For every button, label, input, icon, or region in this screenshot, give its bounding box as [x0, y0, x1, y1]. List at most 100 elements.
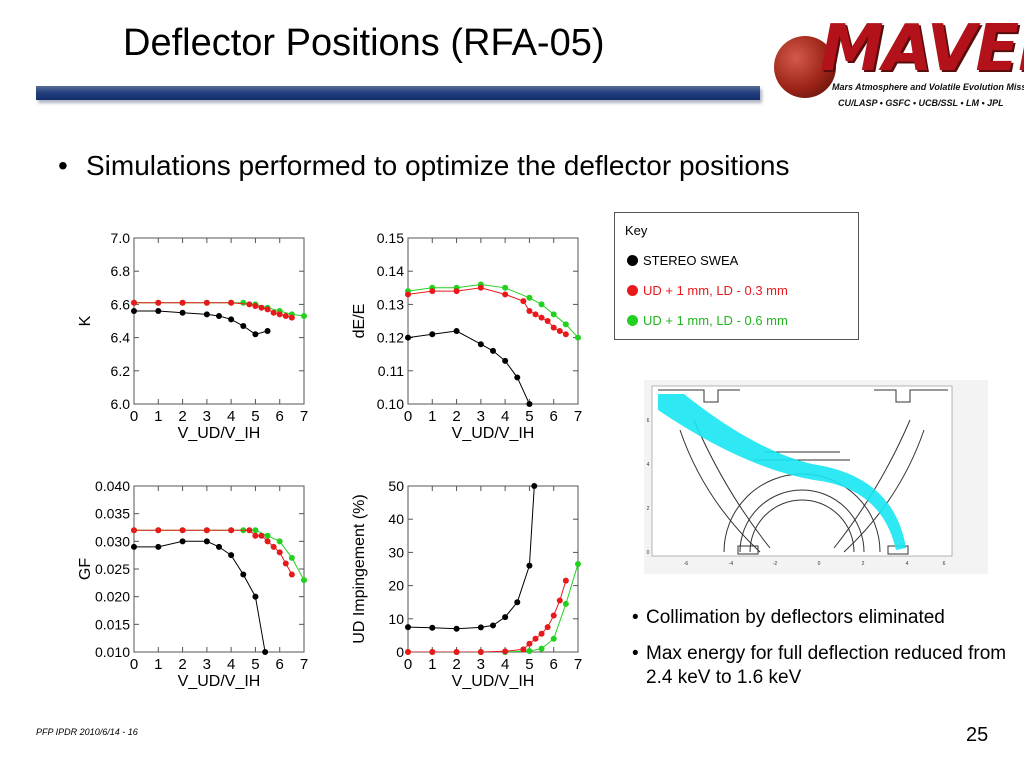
data-point: [532, 635, 539, 642]
data-point: [240, 299, 247, 306]
data-point: [131, 308, 137, 315]
data-point: [477, 341, 484, 348]
y-axis-label: UD Impingement (%): [351, 494, 368, 643]
data-point: [520, 646, 527, 653]
data-point: [203, 527, 210, 534]
data-point: [301, 313, 307, 320]
data-point: [490, 622, 496, 629]
footer-text: PFP IPDR 2010/6/14 - 16: [36, 727, 138, 737]
y-tick-label: 7.0: [111, 230, 131, 246]
x-tick-label: 0: [130, 408, 138, 425]
data-point: [550, 612, 557, 619]
data-point: [453, 649, 460, 655]
maven-logo: MAVEN Mars Atmosphere and Volatile Evolu…: [772, 12, 1024, 124]
data-point: [562, 577, 569, 584]
series-line: [408, 283, 578, 338]
main-bullet: • Simulations performed to optimize the d…: [58, 150, 789, 182]
data-point: [429, 649, 436, 655]
data-point: [562, 600, 569, 607]
logo-mission-text: Mars Atmosphere and Volatile Evolution M…: [832, 82, 1024, 92]
data-point: [544, 318, 551, 324]
data-point: [562, 321, 569, 328]
data-point: [556, 327, 563, 334]
x-tick-label: 7: [574, 408, 582, 425]
data-point: [514, 599, 521, 606]
data-point: [526, 648, 533, 655]
data-point: [252, 527, 259, 534]
y-tick-label: 0: [396, 644, 404, 660]
x-tick-label: 7: [300, 656, 308, 673]
data-point: [258, 304, 265, 311]
data-point: [502, 614, 509, 621]
data-point: [179, 309, 186, 316]
electron-beam-path: [658, 394, 906, 550]
x-tick-label: 0: [404, 408, 412, 425]
data-point: [228, 316, 235, 323]
data-point: [538, 301, 545, 308]
data-point: [575, 334, 581, 341]
y-tick-label: 6.0: [111, 396, 131, 412]
x-tick-label: 7: [300, 408, 308, 425]
data-point: [477, 284, 484, 291]
data-point: [264, 532, 271, 539]
data-point: [429, 331, 436, 338]
data-point: [270, 543, 277, 550]
slide-title: Deflector Positions (RFA-05): [123, 22, 605, 64]
data-point: [262, 649, 269, 655]
x-tick-label: 4: [501, 656, 509, 673]
data-point: [252, 331, 259, 338]
y-tick-label: 50: [388, 478, 404, 494]
logo-partners-text: CU/LASP • GSFC • UCB/SSL • LM • JPL: [838, 98, 1004, 108]
y-tick-label: 0.10: [377, 396, 404, 412]
y-tick-label: 0.11: [378, 363, 404, 379]
data-point: [252, 303, 259, 310]
legend-label: UD + 1 mm, LD - 0.6 mm: [643, 313, 788, 328]
data-point: [550, 324, 557, 331]
data-point: [429, 624, 436, 631]
data-point: [288, 554, 295, 561]
data-point: [276, 549, 283, 556]
chart-gf: 0 1 2 3 4 5 6 7 0.040 0.035 0.030 0.025 0.020 0.015 0.…: [76, 474, 316, 702]
data-point: [258, 532, 265, 539]
green-dot-icon: [627, 315, 638, 326]
data-point: [453, 625, 460, 632]
data-point: [282, 313, 289, 320]
y-tick-label: 0.030: [95, 533, 130, 549]
page-number: 25: [966, 724, 989, 746]
data-point: [216, 543, 222, 550]
data-point: [453, 327, 460, 334]
data-point: [240, 322, 247, 329]
data-point: [405, 291, 411, 298]
chart-ud-impingement: 0 1 2 3 4 5 6 7 50 40 30 20 10 0 V_UD/V_IH UD Impingeme…: [350, 474, 590, 702]
data-point: [203, 311, 210, 318]
x-tick-label: 3: [203, 408, 211, 425]
data-point: [550, 635, 557, 642]
legend-item-ld-03: UD + 1 mm, LD - 0.3 mm: [627, 283, 788, 298]
data-point: [228, 299, 235, 306]
data-point: [526, 308, 533, 315]
data-point: [502, 291, 509, 298]
plot-frame: [133, 485, 305, 653]
diagram-x-tick: 4: [906, 561, 909, 567]
x-tick-label: 4: [501, 408, 509, 425]
data-point: [532, 311, 539, 318]
x-tick-label: 4: [227, 408, 235, 425]
y-tick-label: 20: [388, 578, 404, 594]
data-point: [538, 630, 545, 637]
data-point: [228, 527, 235, 534]
data-point: [131, 527, 137, 534]
diagram-x-tick: -2: [773, 561, 778, 567]
x-tick-label: 4: [227, 656, 235, 673]
data-point: [131, 299, 137, 306]
data-point: [405, 649, 411, 655]
x-tick-label: 2: [178, 656, 186, 673]
data-point: [276, 311, 283, 318]
series-line: [408, 563, 578, 652]
x-axis-label: V_UD/V_IH: [452, 673, 535, 690]
x-tick-label: 6: [276, 656, 284, 673]
legend-key-box: Key STEREO SWEA UD + 1 mm, LD - 0.3 mm U…: [614, 212, 859, 340]
series-line: [408, 330, 530, 404]
legend-item-ld-06: UD + 1 mm, LD - 0.6 mm: [627, 313, 788, 328]
black-dot-icon: [627, 255, 638, 266]
y-tick-label: 6.2: [111, 363, 131, 379]
